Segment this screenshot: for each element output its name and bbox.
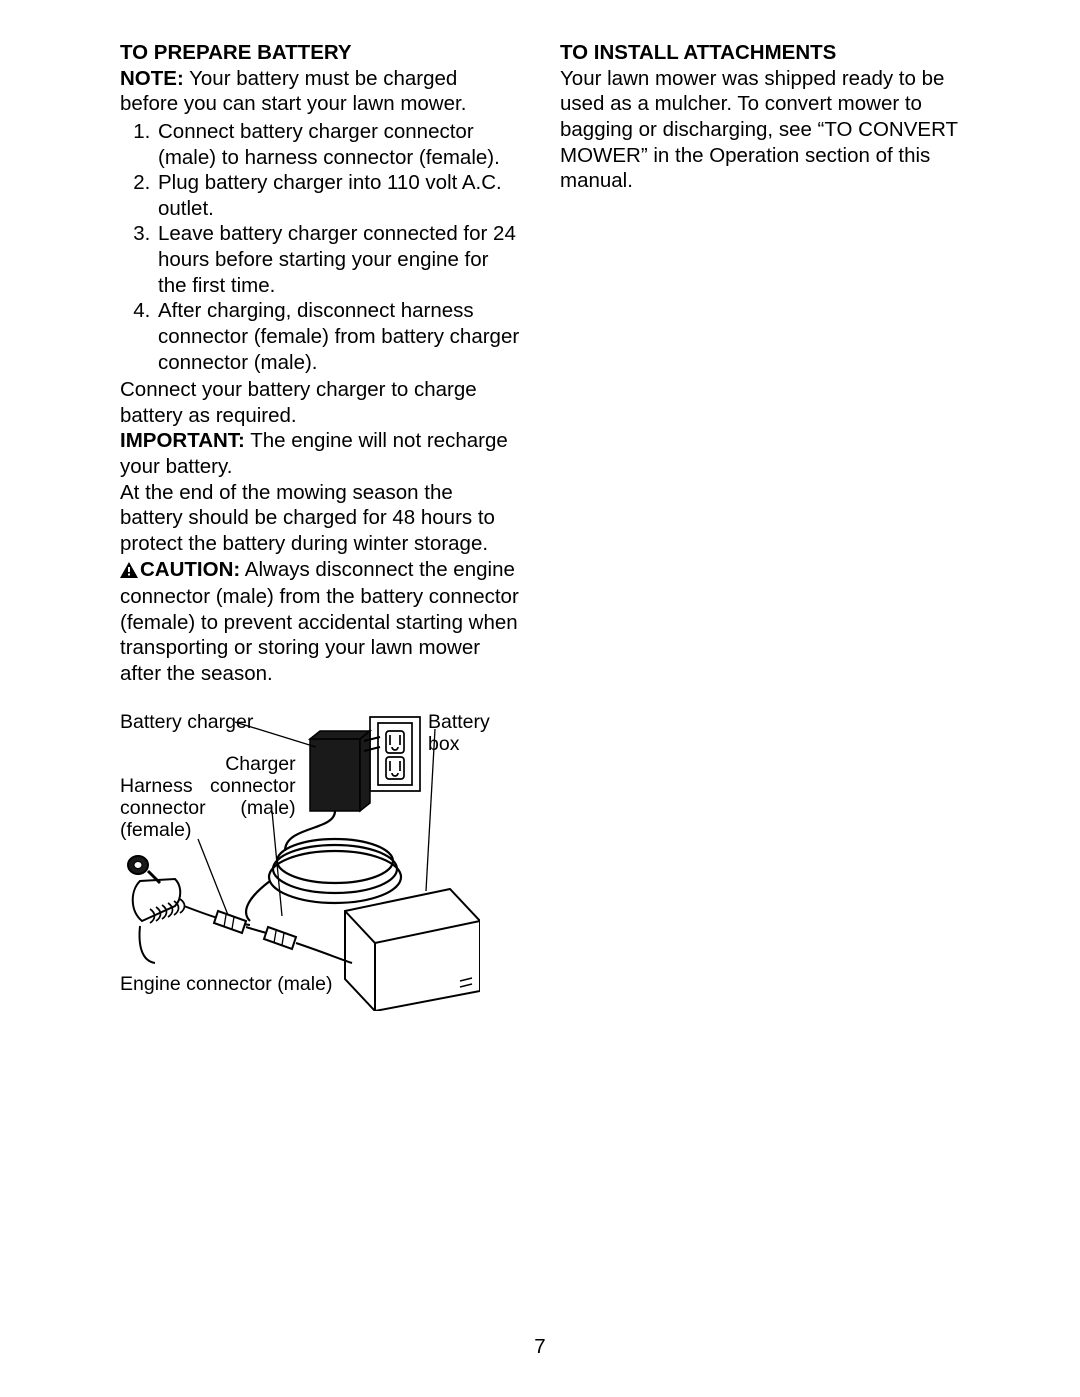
attachments-body: Your lawn mower was shipped ready to be … [560,66,960,194]
label-harness-connector: Harness connector (female) [120,775,206,842]
label-battery-charger: Battery charger [120,711,253,733]
battery-diagram: Battery charger Battery box Charger conn… [120,711,480,1011]
heading-text: TO INSTALL ATTACHMENTS [560,41,836,64]
section-heading-attachments: TO INSTALL ATTACHMENTS [560,40,960,66]
left-column: TO PREPARE BATTERY NOTE: Your battery mu… [120,40,520,1011]
label-charger-connector: Charger connector (male) [210,753,296,820]
season-text: At the end of the mowing season the batt… [120,480,520,557]
right-column: TO INSTALL ATTACHMENTS Your lawn mower w… [560,40,960,1011]
page-number: 7 [0,1335,1080,1359]
note-label: NOTE: [120,67,184,90]
label-battery-box: Battery box [428,711,490,756]
battery-steps-list: Connect battery charger connector (male)… [120,119,520,375]
diagram-svg [120,711,480,1011]
section-heading-battery: TO PREPARE BATTERY [120,40,520,66]
heading-text: TO PREPARE BATTERY [120,41,352,64]
step-item: Plug battery charger into 110 volt A.C. … [156,170,520,221]
after-steps-text: Connect your battery charger to charge b… [120,377,520,428]
warning-icon [120,559,138,585]
step-item: Connect battery charger connector (male)… [156,119,520,170]
step-item: After charging, disconnect harness conne… [156,298,520,375]
caution-line: CAUTION: Always disconnect the engine co… [120,557,520,687]
important-label: IMPORTANT: [120,429,245,452]
step-item: Leave battery charger connected for 24 h… [156,221,520,298]
note-line: NOTE: Your battery must be charged befor… [120,66,520,117]
manual-page: TO PREPARE BATTERY NOTE: Your battery mu… [0,0,1080,1011]
caution-label: CAUTION: [140,558,240,581]
important-line: IMPORTANT: The engine will not recharge … [120,428,520,479]
label-engine-connector: Engine connector (male) [120,973,332,995]
